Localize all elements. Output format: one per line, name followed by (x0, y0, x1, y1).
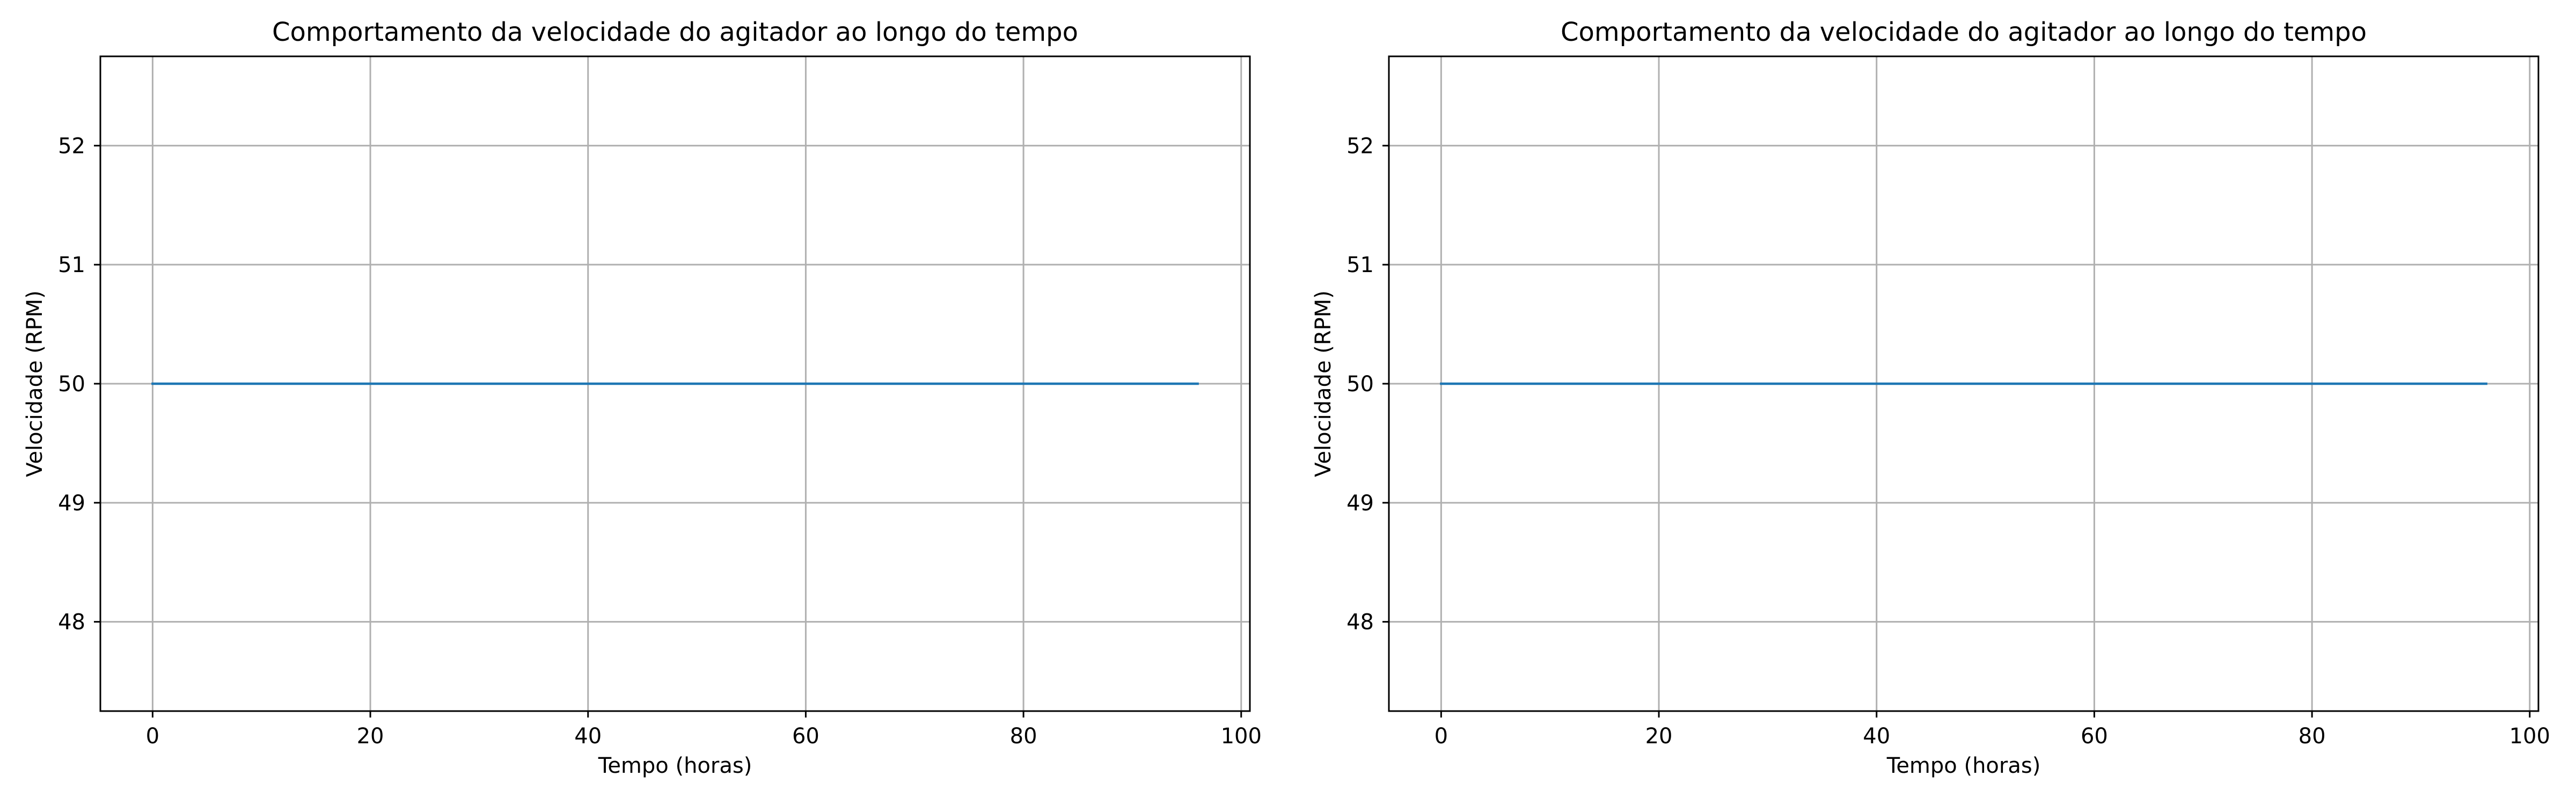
chart-right: 0 20 40 60 80 100 48 49 50 51 52 Comportamento da … (1311, 17, 2550, 778)
x-axis-label: Tempo (horas) (1886, 753, 2041, 778)
y-tick-label: 50 (58, 372, 85, 397)
chart-left: 0 20 40 60 80 100 48 49 50 51 52 Comportamento da … (23, 17, 1262, 778)
x-tick-label: 40 (1863, 724, 1890, 749)
y-tick-label: 49 (58, 491, 85, 516)
x-tick-label: 80 (2299, 724, 2326, 749)
x-tick-label: 80 (1010, 724, 1037, 749)
y-tick-label: 52 (58, 134, 85, 158)
y-tick-label: 48 (58, 610, 85, 635)
plot-area: 0 20 40 60 80 100 48 49 50 51 52 (58, 55, 1262, 749)
plot-area: 0 20 40 60 80 100 48 49 50 51 52 (1346, 55, 2550, 749)
x-tick-label: 100 (1221, 724, 1262, 749)
y-tick-label: 48 (1346, 610, 1374, 635)
x-tick-label: 0 (1435, 724, 1448, 749)
x-tick-label: 60 (2081, 724, 2108, 749)
x-tick-label: 40 (574, 724, 602, 749)
x-tick-label: 20 (357, 724, 384, 749)
y-tick-label: 51 (58, 253, 85, 277)
x-tick-label: 20 (1645, 724, 1673, 749)
y-tick-label: 52 (1346, 134, 1374, 158)
x-axis-label: Tempo (horas) (598, 753, 752, 778)
x-tick-label: 60 (792, 724, 819, 749)
y-axis-label: Velocidade (RPM) (23, 290, 47, 477)
x-tick-label: 100 (2509, 724, 2550, 749)
y-tick-label: 50 (1346, 372, 1374, 397)
chart-title: Comportamento da velocidade do agitador … (272, 17, 1078, 47)
x-tick-label: 0 (146, 724, 159, 749)
chart-title: Comportamento da velocidade do agitador … (1561, 17, 2367, 47)
y-tick-label: 49 (1346, 491, 1374, 516)
y-axis-label: Velocidade (RPM) (1311, 290, 1336, 477)
y-tick-label: 51 (1346, 253, 1374, 277)
